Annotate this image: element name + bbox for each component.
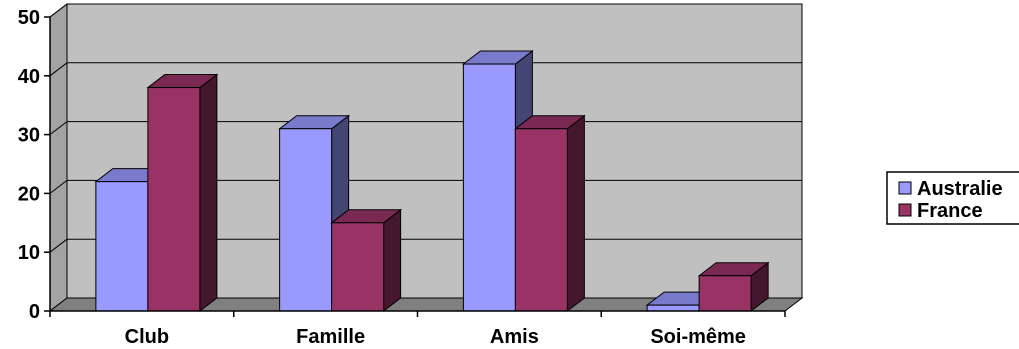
x-category-label-2: Amis bbox=[490, 326, 539, 348]
bar-France-Club bbox=[146, 73, 219, 313]
bar-side bbox=[383, 208, 402, 313]
bar-front bbox=[147, 87, 201, 312]
bars-group bbox=[94, 50, 770, 313]
bar-side bbox=[199, 73, 218, 313]
legend-label-0: Australie bbox=[917, 178, 1003, 200]
bar-France-Famille bbox=[330, 208, 403, 313]
bar-side bbox=[566, 114, 585, 313]
bar-France-Soi-même bbox=[697, 261, 770, 313]
x-category-labels: Club Famille Amis Soi-même bbox=[125, 326, 746, 348]
gridline-side-40 bbox=[49, 62, 68, 77]
y-tick-label-20: 20 bbox=[18, 183, 40, 205]
bar-front bbox=[698, 275, 752, 312]
y-tick-label-40: 40 bbox=[18, 66, 40, 88]
gridline-side-50 bbox=[49, 3, 68, 18]
x-category-label-3: Soi-même bbox=[650, 326, 746, 348]
side-wall bbox=[49, 2, 68, 313]
y-tick-label-30: 30 bbox=[18, 125, 40, 147]
legend-swatch-0 bbox=[898, 181, 912, 195]
bar-front bbox=[331, 222, 385, 312]
bar-front bbox=[514, 128, 568, 312]
x-category-label-1: Famille bbox=[296, 326, 365, 348]
x-category-label-0: Club bbox=[125, 326, 169, 348]
gridline-side-20 bbox=[49, 180, 68, 194]
gridline-side-30 bbox=[49, 121, 68, 135]
bar-front bbox=[646, 304, 700, 312]
axes-group bbox=[44, 16, 786, 317]
y-tick-label-0: 0 bbox=[29, 301, 40, 323]
legend-swatch-1 bbox=[898, 203, 912, 217]
bar-front bbox=[462, 63, 516, 312]
y-tick-label-10: 10 bbox=[18, 242, 40, 264]
y-tick-label-50: 50 bbox=[18, 7, 40, 29]
gridline-side-10 bbox=[49, 238, 68, 253]
bar-front bbox=[279, 128, 333, 312]
legend-label-1: France bbox=[917, 200, 983, 222]
y-tick-labels: 0 10 20 30 40 50 bbox=[18, 7, 40, 323]
bar-France-Amis bbox=[513, 114, 586, 313]
bar-front bbox=[95, 181, 149, 312]
